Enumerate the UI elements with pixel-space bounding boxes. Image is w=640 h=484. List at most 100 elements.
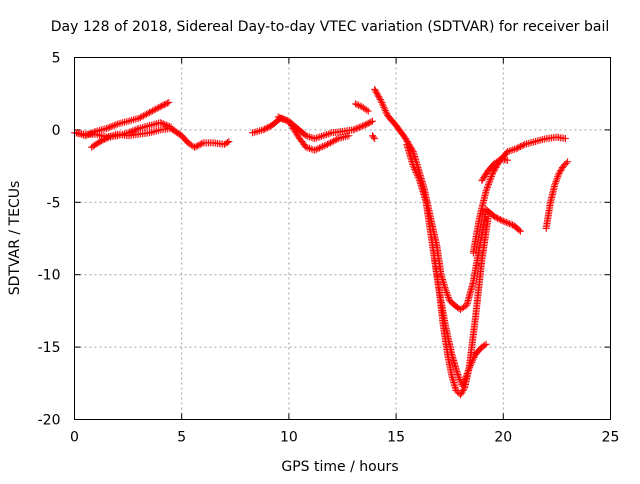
data-point	[411, 167, 419, 175]
data-point	[496, 216, 504, 224]
data-point	[345, 132, 353, 140]
data-point	[164, 122, 172, 130]
data-point	[379, 100, 387, 108]
data-point	[374, 91, 382, 99]
data-point	[317, 132, 325, 140]
data-point	[162, 100, 170, 108]
data-point	[328, 138, 336, 146]
data-point	[294, 132, 302, 140]
y-tick-label: -10	[38, 268, 61, 284]
data-point	[129, 127, 137, 135]
data-point	[444, 292, 452, 300]
data-point	[455, 374, 463, 382]
data-point	[280, 115, 288, 123]
data-point	[195, 141, 203, 149]
data-point	[326, 129, 334, 137]
data-point	[369, 117, 377, 125]
data-point	[551, 181, 559, 189]
data-point	[109, 122, 117, 130]
data-point	[402, 135, 410, 143]
data-point	[323, 131, 331, 139]
data-point	[514, 144, 522, 152]
data-point	[462, 373, 470, 381]
data-point	[193, 142, 201, 150]
data-point	[498, 216, 506, 224]
data-point	[441, 285, 449, 293]
data-point	[358, 122, 366, 130]
data-point	[360, 122, 368, 130]
data-point	[322, 141, 330, 149]
data-point	[512, 145, 520, 153]
data-point	[286, 119, 294, 127]
data-point	[562, 159, 570, 167]
data-point	[552, 178, 560, 186]
grid	[74, 57, 611, 420]
data-point	[141, 111, 149, 119]
data-point	[331, 136, 339, 144]
data-point	[330, 137, 338, 145]
data-point	[353, 101, 361, 109]
data-point	[507, 220, 515, 228]
data-point	[291, 127, 299, 135]
data-point	[158, 119, 166, 127]
data-point	[409, 162, 417, 170]
data-point	[153, 104, 161, 112]
data-point	[101, 135, 109, 143]
data-point	[156, 119, 164, 127]
data-point	[363, 106, 371, 114]
data-point	[411, 165, 419, 173]
data-point	[370, 133, 378, 141]
data-point	[352, 125, 360, 133]
data-point	[519, 141, 527, 149]
data-point	[138, 113, 146, 121]
y-axis-label: SDTVAR / TECUs	[7, 181, 23, 296]
data-point	[191, 143, 199, 151]
data-point	[312, 134, 320, 142]
data-point	[401, 133, 409, 141]
data-point	[192, 143, 200, 151]
data-point	[553, 176, 561, 184]
data-point	[490, 166, 498, 174]
data-point	[487, 174, 495, 182]
data-point	[98, 137, 106, 145]
data-point	[144, 109, 152, 117]
data-point	[136, 113, 144, 121]
data-point	[263, 124, 271, 132]
data-point	[161, 101, 169, 109]
data-point	[225, 137, 233, 145]
data-point	[486, 176, 494, 184]
data-point	[146, 109, 154, 117]
data-point	[287, 120, 295, 128]
data-point	[165, 98, 173, 106]
y-tick-label: -15	[38, 340, 61, 356]
data-point	[366, 119, 374, 127]
series-track-7	[369, 132, 379, 143]
data-point	[371, 135, 379, 143]
data-point	[158, 102, 166, 110]
data-point	[452, 387, 460, 395]
data-point	[357, 123, 365, 131]
data-point	[516, 143, 524, 151]
data-point	[155, 104, 163, 112]
data-point	[457, 389, 465, 397]
data-point	[288, 122, 296, 130]
data-point	[486, 177, 494, 185]
data-point	[351, 125, 359, 133]
data-point	[510, 145, 518, 153]
data-point	[311, 135, 319, 143]
data-point	[464, 368, 472, 376]
data-point	[147, 108, 155, 116]
data-point	[461, 376, 469, 384]
data-point	[502, 218, 510, 226]
data-point	[99, 136, 107, 144]
series-track-6	[351, 100, 372, 115]
data-point	[361, 121, 369, 129]
data-point	[282, 116, 290, 124]
data-point	[464, 366, 472, 374]
y-tick-label: -20	[38, 413, 61, 429]
data-point	[505, 147, 513, 155]
data-point	[156, 103, 164, 111]
data-point	[380, 103, 388, 111]
data-point	[311, 146, 319, 154]
